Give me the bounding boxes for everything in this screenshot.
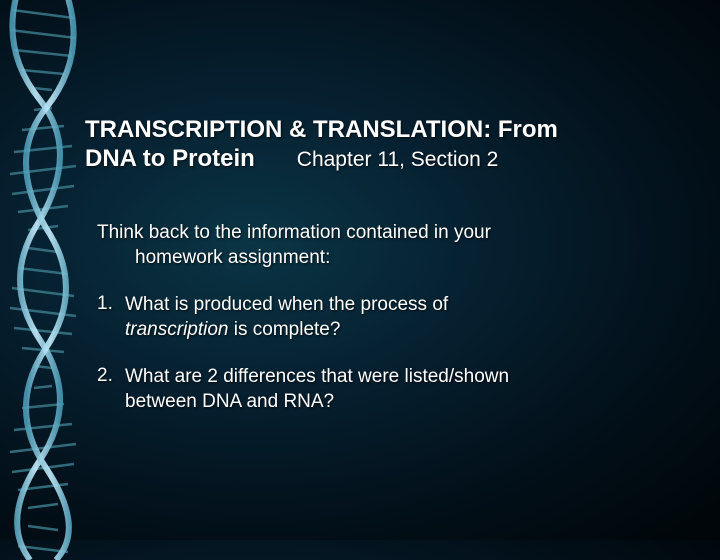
question-1-text-b: is complete? (229, 319, 341, 340)
question-2-text-a: What are 2 differences that were listed/… (125, 366, 509, 387)
question-2-number: 2. (97, 364, 113, 389)
question-2: 2. What are 2 differences that were list… (85, 364, 665, 414)
question-1-number: 1. (97, 292, 113, 317)
question-2-text-b: between DNA and RNA? (125, 391, 334, 412)
question-1-text-a: What is produced when the process of (125, 294, 448, 315)
subtitle: Chapter 11, Section 2 (297, 148, 499, 172)
title-block: TRANSCRIPTION & TRANSLATION: From DNA to… (85, 115, 665, 173)
title-line-2: DNA to Protein (85, 145, 255, 173)
question-1: 1. What is produced when the process of … (85, 292, 665, 342)
slide-content: TRANSCRIPTION & TRANSLATION: From DNA to… (85, 115, 665, 437)
title-line-1: TRANSCRIPTION & TRANSLATION: From (85, 115, 665, 145)
prompt-text: Think back to the information contained … (85, 221, 665, 270)
question-1-italic: transcription (125, 319, 229, 340)
prompt-line-2: homework assignment: (97, 246, 665, 271)
prompt-line-1: Think back to the information contained … (97, 222, 491, 243)
